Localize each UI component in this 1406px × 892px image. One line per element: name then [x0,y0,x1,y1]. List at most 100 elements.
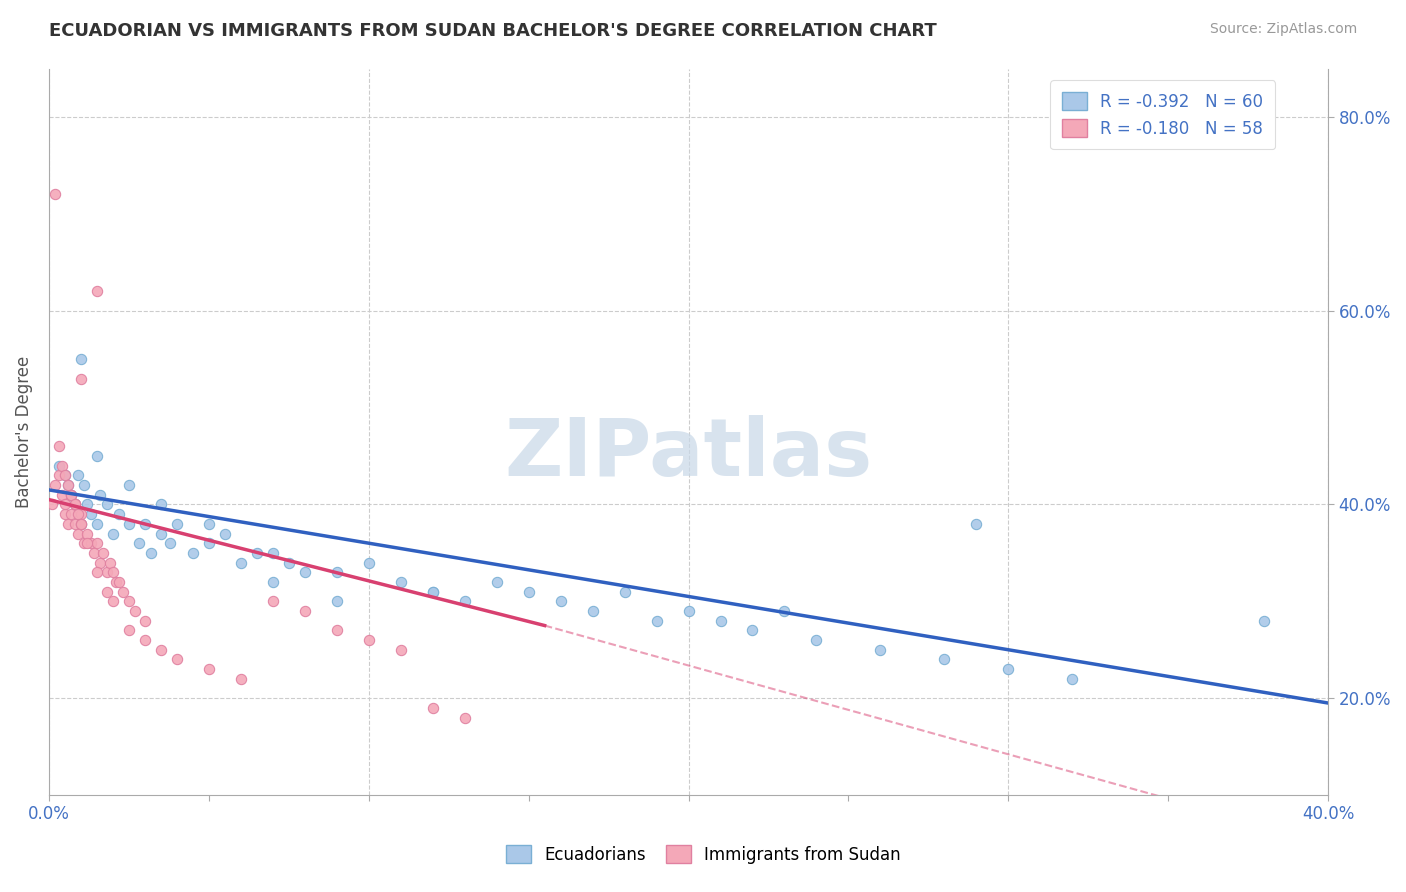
Point [246,546,269,560]
Point [262,574,284,589]
Point [79,536,101,550]
Point [96,498,118,512]
Point [70,516,93,531]
Point [44,187,66,202]
Point [389,574,412,589]
Point [134,516,156,531]
Point [141,546,163,560]
Point [70,371,93,385]
Point [198,516,221,531]
Point [934,652,956,666]
Point [166,652,188,666]
Point [60,488,83,502]
Point [773,604,796,618]
Point [262,594,284,608]
Text: Source: ZipAtlas.com: Source: ZipAtlas.com [1209,22,1357,37]
Point [70,516,93,531]
Point [70,352,93,367]
Point [550,594,572,608]
Point [159,536,181,550]
Point [357,556,380,570]
Point [111,584,134,599]
Point [96,584,118,599]
Point [869,642,891,657]
Point [63,516,86,531]
Point [66,468,89,483]
Point [53,468,76,483]
Point [422,584,444,599]
Point [1062,672,1084,686]
Point [357,633,380,648]
Point [454,710,477,724]
Point [53,507,76,521]
Point [86,449,108,463]
Point [997,662,1019,676]
Point [149,526,172,541]
Point [101,566,124,580]
Legend: Ecuadorians, Immigrants from Sudan: Ecuadorians, Immigrants from Sudan [499,838,907,871]
Point [53,498,76,512]
Point [86,285,108,299]
Point [581,604,603,618]
Text: ECUADORIAN VS IMMIGRANTS FROM SUDAN BACHELOR'S DEGREE CORRELATION CHART: ECUADORIAN VS IMMIGRANTS FROM SUDAN BACH… [49,22,936,40]
Point [108,574,131,589]
Point [66,526,89,541]
Point [51,488,73,502]
Point [48,439,70,453]
Point [53,468,76,483]
Point [51,458,73,473]
Point [60,507,83,521]
Point [454,594,477,608]
Point [389,642,412,657]
Point [709,614,731,628]
Point [56,516,79,531]
Point [741,624,763,638]
Point [645,614,668,628]
Point [63,498,86,512]
Text: ZIPatlas: ZIPatlas [505,415,873,492]
Point [1253,614,1275,628]
Point [277,556,299,570]
Point [70,516,93,531]
Point [229,672,252,686]
Point [48,458,70,473]
Point [326,594,349,608]
Point [70,507,93,521]
Point [118,624,141,638]
Point [89,488,111,502]
Point [294,566,316,580]
Point [105,574,128,589]
Point [229,556,252,570]
Point [166,516,188,531]
Point [56,478,79,492]
Point [63,498,86,512]
Point [422,584,444,599]
Point [118,516,141,531]
Point [48,468,70,483]
Point [60,488,83,502]
Point [108,507,131,521]
Point [517,584,540,599]
Point [134,614,156,628]
Point [262,546,284,560]
Point [101,526,124,541]
Point [149,642,172,657]
Y-axis label: Bachelor's Degree: Bachelor's Degree [15,356,32,508]
Point [96,566,118,580]
Point [422,701,444,715]
Point [326,566,349,580]
Point [76,498,98,512]
Point [91,546,114,560]
Point [678,604,700,618]
Point [86,516,108,531]
Point [613,584,636,599]
Legend: R = -0.392   N = 60, R = -0.180   N = 58: R = -0.392 N = 60, R = -0.180 N = 58 [1050,80,1275,150]
Point [73,478,96,492]
Point [86,566,108,580]
Point [181,546,204,560]
Point [83,546,105,560]
Point [128,536,150,550]
Point [198,662,221,676]
Point [134,633,156,648]
Point [294,604,316,618]
